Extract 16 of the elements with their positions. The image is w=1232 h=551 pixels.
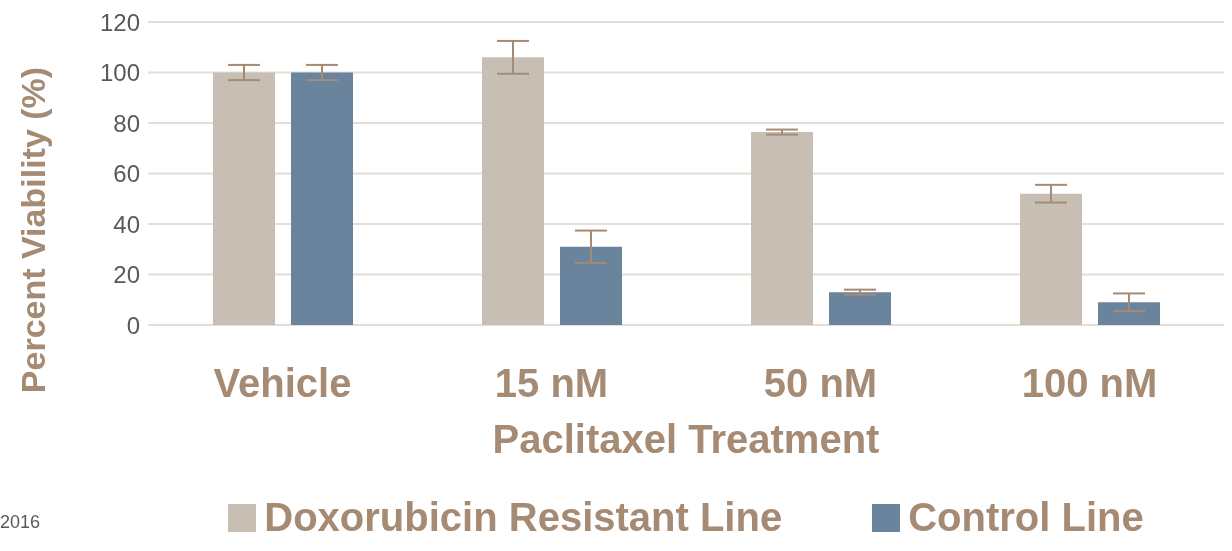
- x-axis-title: Paclitaxel Treatment: [492, 417, 880, 461]
- y-tick-label: 80: [113, 109, 140, 137]
- x-tick-label: 15 nM: [494, 361, 609, 406]
- y-tick-label: 0: [126, 311, 140, 339]
- legend-label: Control Line: [908, 495, 1144, 540]
- y-tick-label: 100: [99, 59, 140, 87]
- x-tick-label: Vehicle: [213, 361, 352, 406]
- y-tick-label: 120: [99, 8, 140, 36]
- text: 2016: [0, 512, 41, 533]
- y-tick-label: 20: [113, 261, 140, 289]
- y-tick-label: 60: [113, 160, 140, 188]
- y-tick-label: 40: [113, 210, 140, 238]
- legend-label: Doxorubicin Resistant Line: [264, 495, 783, 540]
- y-axis-title: Percent Viability (%): [13, 66, 52, 394]
- x-tick-label: 100 nM: [1021, 361, 1158, 406]
- x-tick-label: 50 nM: [763, 361, 878, 406]
